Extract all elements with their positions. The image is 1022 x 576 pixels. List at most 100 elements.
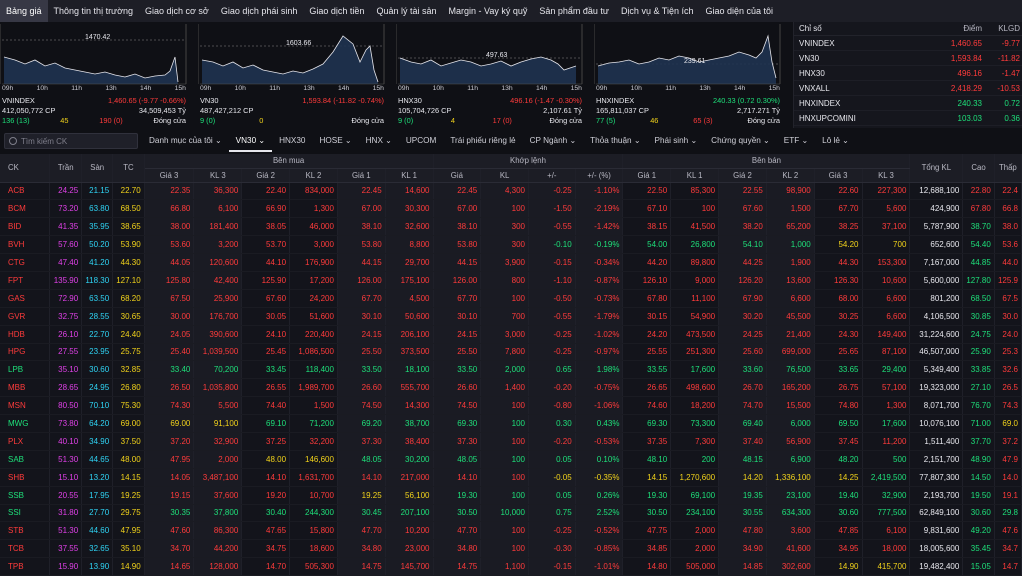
col-sub-3[interactable]: KL 2	[289, 168, 338, 183]
tab-7[interactable]: CP Ngành ⌄	[523, 130, 584, 152]
stock-row[interactable]: SAB 51.30 44.65 48.00 47.95 2,000 48.00 146,600…	[0, 450, 1022, 469]
tab-12[interactable]: Lô lẻ ⌄	[815, 130, 856, 152]
tab-8[interactable]: Thỏa thuận ⌄	[583, 130, 647, 152]
col-ceiling[interactable]: Trần	[49, 154, 83, 183]
stock-symbol[interactable]: TPB	[0, 557, 51, 576]
col-sub-14[interactable]: Giá 3	[814, 168, 863, 183]
col-sub-5[interactable]: KL 1	[385, 168, 434, 183]
stock-row[interactable]: BCM 73.20 63.80 68.50 66.80 6,100 66.90 1,300 67…	[0, 199, 1022, 219]
tab-6[interactable]: Trái phiếu riêng lẻ	[443, 130, 522, 152]
stock-symbol[interactable]: GVR	[0, 307, 51, 326]
stock-row[interactable]: FPT 135.90 118.30 127.10 125.80 42,400 125.90 1…	[0, 271, 1022, 290]
col-reference[interactable]: TC	[112, 154, 145, 183]
stock-symbol[interactable]: SSB	[0, 486, 51, 505]
index-row[interactable]: HNXINDEX 240.33 0.72	[794, 96, 1022, 111]
col-sub-1[interactable]: KL 3	[193, 168, 243, 183]
stock-symbol[interactable]: SHB	[0, 468, 51, 487]
tab-4[interactable]: HNX ⌄	[359, 130, 399, 152]
stock-row[interactable]: ACB 24.25 21.15 22.70 22.35 36,300 22.40 834,00…	[0, 182, 1022, 201]
col-sub-4[interactable]: Giá 1	[337, 168, 386, 183]
stock-symbol[interactable]: BID	[0, 217, 51, 237]
nav-item-9[interactable]: Giao diện của tôi	[705, 6, 774, 16]
stock-row[interactable]: HDB 26.10 22.70 24.40 24.05 390,600 24.10 220,4…	[0, 325, 1022, 344]
nav-item-1[interactable]: Thông tin thị trường	[53, 6, 133, 16]
stock-row[interactable]: TCB 37.55 32.65 35.10 34.70 44,200 34.75 18,600…	[0, 539, 1022, 559]
stock-symbol[interactable]: GAS	[0, 289, 51, 308]
stock-row[interactable]: PLX 40.10 34.90 37.50 37.20 32,900 37.25 32,200…	[0, 432, 1022, 451]
tab-3[interactable]: HOSE ⌄	[312, 130, 358, 152]
nav-item-5[interactable]: Quản lý tài sản	[376, 6, 437, 16]
col-sub-8[interactable]: +/-	[528, 168, 576, 183]
nav-item-2[interactable]: Giao dịch cơ sở	[145, 6, 209, 16]
stock-symbol[interactable]: PLX	[0, 432, 51, 451]
col-sub-12[interactable]: Giá 2	[718, 168, 767, 183]
stock-row[interactable]: LPB 35.10 30.60 32.85 33.40 70,200 33.45 118,40…	[0, 360, 1022, 380]
col-sub-0[interactable]: Giá 3	[144, 168, 195, 183]
stock-row[interactable]: STB 51.30 44.60 47.95 47.60 86,300 47.65 15,800…	[0, 521, 1022, 541]
index-chart-2[interactable]: 497.63 09h 10h 11h 13h 14h 15h HNX30 496.16 (-1.…	[396, 22, 586, 128]
stock-symbol[interactable]: MBB	[0, 378, 51, 398]
stock-row[interactable]: SHB 15.10 13.20 14.15 14.05 3,487,100 14.10 1,6…	[0, 468, 1022, 487]
stock-row[interactable]: GVR 32.75 28.55 30.65 30.00 176,700 30.05 51,60…	[0, 307, 1022, 326]
stock-row[interactable]: BVH 57.60 50.20 53.90 53.60 3,200 53.70 3,000 53…	[0, 235, 1022, 255]
stock-symbol[interactable]: BCM	[0, 199, 51, 219]
tab-2[interactable]: HNX30	[272, 130, 312, 152]
stock-symbol[interactable]: SAB	[0, 450, 51, 469]
index-row[interactable]: VNXALL 2,418.29 -10.53	[794, 81, 1022, 96]
index-chart-1[interactable]: 1603.66 09h 10h 11h 13h 14h 15h VN30 1,593.84 (-…	[198, 22, 388, 128]
stock-symbol[interactable]: STB	[0, 521, 51, 541]
stock-symbol[interactable]: BVH	[0, 235, 51, 255]
nav-item-6[interactable]: Margin - Vay ký quỹ	[448, 6, 528, 16]
col-sub-10[interactable]: Giá 1	[622, 168, 672, 183]
stock-symbol[interactable]: FPT	[0, 271, 51, 290]
stock-row[interactable]: SSB 20.55 17.95 19.25 19.15 37,600 19.20 10,700…	[0, 486, 1022, 505]
stock-symbol[interactable]: TCB	[0, 539, 51, 559]
tab-5[interactable]: UPCOM	[399, 130, 443, 152]
nav-item-3[interactable]: Giao dịch phái sinh	[220, 6, 298, 16]
index-row[interactable]: HNXUPCOMINI 103.03 0.36	[794, 111, 1022, 126]
col-sub-7[interactable]: KL	[480, 168, 529, 183]
col-high[interactable]: Cao	[962, 154, 995, 183]
nav-item-0[interactable]: Bảng giá	[0, 0, 48, 22]
stock-symbol[interactable]: HDB	[0, 325, 51, 344]
tab-10[interactable]: Chứng quyền ⌄	[704, 130, 777, 152]
stock-row[interactable]: MWG 73.80 64.20 69.00 69.00 91,100 69.10 71,200…	[0, 414, 1022, 433]
col-sub-6[interactable]: Giá	[433, 168, 482, 183]
col-sub-15[interactable]: KL 3	[862, 168, 911, 183]
index-row[interactable]: HNX30 496.16 -1.47	[794, 66, 1022, 81]
col-low[interactable]: Thấp	[994, 154, 1022, 183]
stock-row[interactable]: BID 41.35 35.95 38.65 38.00 181,400 38.05 46,00…	[0, 217, 1022, 237]
col-sub-9[interactable]: +/- (%)	[575, 168, 624, 183]
stock-row[interactable]: SSI 31.80 27.70 29.75 30.35 37,800 30.40 244,30…	[0, 504, 1022, 523]
nav-item-4[interactable]: Giao dịch tiền	[309, 6, 365, 16]
stock-symbol[interactable]: LPB	[0, 360, 51, 380]
stock-symbol[interactable]: MSN	[0, 396, 51, 416]
stock-symbol[interactable]: SSI	[0, 504, 51, 523]
index-chart-3[interactable]: 239.61 09h 10h 11h 13h 14h 15h HNXINDEX 240.33 (…	[594, 22, 784, 128]
stock-row[interactable]: MBB 28.65 24.95 26.80 26.50 1,035,800 26.55 1,9…	[0, 378, 1022, 398]
tab-0[interactable]: Danh mục của tôi ⌄	[142, 130, 229, 152]
stock-symbol[interactable]: CTG	[0, 253, 51, 272]
stock-row[interactable]: CTG 47.40 41.20 44.30 44.05 120,600 44.10 176,9…	[0, 253, 1022, 272]
col-sub-13[interactable]: KL 2	[766, 168, 815, 183]
col-floor[interactable]: Sàn	[81, 154, 114, 183]
stock-row[interactable]: GAS 72.90 63.50 68.20 67.50 25,900 67.60 24,200…	[0, 289, 1022, 308]
nav-item-8[interactable]: Dịch vụ & Tiện ích	[620, 6, 694, 16]
tab-9[interactable]: Phái sinh ⌄	[648, 130, 705, 152]
col-sub-2[interactable]: Giá 2	[241, 168, 291, 183]
stock-symbol[interactable]: HPG	[0, 343, 51, 362]
nav-item-7[interactable]: Sản phẩm đầu tư	[539, 6, 609, 16]
search-input[interactable]: Tìm kiếm CK	[4, 133, 138, 149]
tab-11[interactable]: ETF ⌄	[777, 130, 815, 152]
col-ck[interactable]: CK	[0, 154, 51, 183]
col-sub-11[interactable]: KL 1	[670, 168, 720, 183]
tab-1[interactable]: VN30 ⌄	[228, 130, 273, 152]
stock-row[interactable]: HPG 27.55 23.95 25.75 25.40 1,039,500 25.45 1,0…	[0, 343, 1022, 362]
col-total-volume[interactable]: Tổng KL	[909, 154, 964, 183]
index-row[interactable]: VN30 1,593.84 -11.82	[794, 51, 1022, 66]
stock-symbol[interactable]: ACB	[0, 182, 51, 201]
stock-row[interactable]: MSN 80.50 70.10 75.30 74.30 5,500 74.40 1,500 74…	[0, 396, 1022, 416]
index-row[interactable]: VNINDEX 1,460.65 -9.77	[794, 36, 1022, 51]
index-chart-0[interactable]: 1470.42 09h 10h 11h 13h 14h 15h VNINDEX 1,460.65…	[0, 22, 190, 128]
stock-row[interactable]: TPB 15.90 13.90 14.90 14.65 128,000 14.70 505,3…	[0, 557, 1022, 576]
